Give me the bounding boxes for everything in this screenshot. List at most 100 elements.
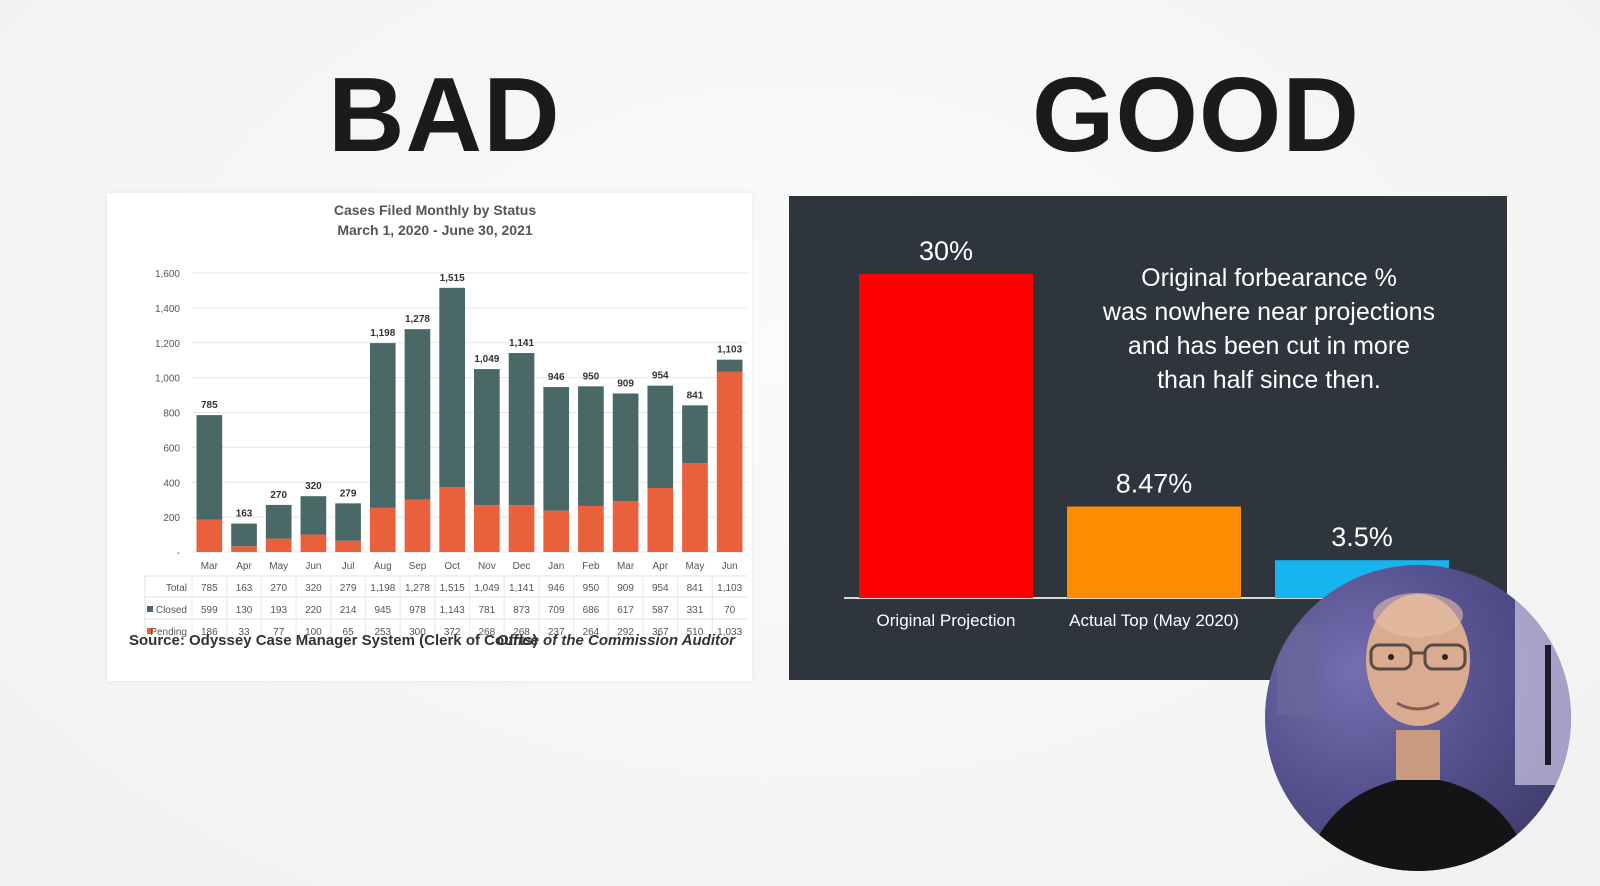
table-cell: 945 [374,605,391,616]
table-cell: 1,103 [717,583,742,594]
bar-total-label: 1,103 [717,345,742,356]
bar-closed [300,496,327,535]
table-cell: 599 [201,605,218,616]
x-tick-label: Sep [409,561,427,572]
table-cell: 1,033 [717,627,742,638]
bar-closed [716,359,743,372]
bar-total-label: 946 [548,372,565,383]
bad-chart-subtitle: March 1, 2020 - June 30, 2021 [337,222,533,238]
bar-pending [474,505,500,552]
table-cell: 1,278 [405,583,430,594]
y-tick-label: - [177,548,180,559]
x-tick-label: Jun [305,561,321,572]
bar-total-label: 954 [652,371,669,382]
table-cell: 587 [652,605,669,616]
table-cell: 268 [513,627,530,638]
y-tick-label: 600 [163,443,180,454]
table-cell: 270 [270,583,287,594]
presenter-webcam [1265,565,1571,871]
bad-chart-title: Cases Filed Monthly by Status [334,202,536,218]
bar-closed [231,523,257,547]
bar-closed [508,353,535,506]
table-cell: 279 [340,583,357,594]
bar-closed [682,405,708,464]
x-tick-label: Nov [478,561,496,572]
table-row-label: Pending [150,627,187,638]
bar-value-label: 8.47% [1116,469,1193,499]
good-chart: 30% Original Projection 8.47% Actual Top (M… [844,236,1489,630]
table-cell: 873 [513,605,530,616]
bar-pending [231,546,257,552]
bar-value-label: 3.5% [1331,522,1393,552]
table-cell: 77 [273,627,285,638]
bar-closed [265,504,292,539]
x-tick-label: Mar [201,561,219,572]
bar-closed [335,503,361,541]
y-tick-label: 1,400 [155,304,180,315]
bad-chart-card: Cases Filed Monthly by Status March 1, 2… [107,193,752,681]
x-tick-label: Oct [444,561,460,572]
bar-closed [647,385,674,489]
table-cell: 1,143 [440,605,465,616]
bar-pending [508,505,535,552]
table-row-label: Closed [156,605,187,616]
annotation-line: than half since then. [1157,366,1381,394]
table-cell: 320 [305,583,322,594]
bar-total-label: 785 [201,400,218,411]
table-cell: 33 [238,627,250,638]
table-cell: 1,141 [509,583,534,594]
y-tick-label: 200 [163,513,180,524]
bar-pending [439,487,465,552]
x-tick-label: Jun [722,561,738,572]
bar-pending [265,538,292,552]
table-cell: 909 [617,583,634,594]
bar [859,274,1033,598]
table-cell: 70 [724,605,736,616]
x-tick-label: May [686,561,705,572]
bar-closed [474,369,500,506]
table-cell: 841 [687,583,704,594]
bar-total-label: 163 [236,509,253,520]
bar-pending [578,505,604,552]
table-cell: 367 [652,627,669,638]
y-tick-label: 1,000 [155,374,180,385]
table-row-label: Total [166,583,187,594]
table-cell: 163 [236,583,253,594]
table-cell: 1,049 [474,583,499,594]
annotation-line: Original forbearance % [1141,264,1397,292]
x-tick-label: Jan [548,561,564,572]
bad-chart: Cases Filed Monthly by Status March 1, 2… [129,202,747,649]
bad-chart-credit: Office of the Commission Auditor [497,632,737,649]
bar-total-label: 950 [583,371,600,382]
good-heading: GOOD [1032,56,1360,174]
bar-total-label: 1,278 [405,314,430,325]
table-cell: 186 [201,627,218,638]
bar [1067,506,1241,598]
bar-closed [196,415,223,520]
table-cell: 253 [374,627,391,638]
bar-total-label: 1,198 [370,328,395,339]
table-cell: 264 [583,627,600,638]
x-tick-label: Aug [374,561,392,572]
bar-value-label: 30% [919,236,973,266]
table-cell: 372 [444,627,461,638]
x-tick-label: Apr [236,561,252,572]
table-cell: 1,198 [370,583,395,594]
x-tick-label: Mar [617,561,635,572]
bad-chart-source: Source: Odyssey Case Manager System (Cle… [129,632,537,649]
x-category-label: Original Projection [877,611,1016,630]
table-cell: 220 [305,605,322,616]
bad-heading: BAD [328,56,561,174]
bar-closed [404,329,431,500]
x-tick-label: Apr [653,561,669,572]
table-cell: 781 [479,605,496,616]
table-cell: 100 [305,627,322,638]
table-cell: 978 [409,605,426,616]
table-cell: 686 [583,605,600,616]
bar-closed [369,343,396,508]
x-tick-label: Dec [513,561,531,572]
table-cell: 709 [548,605,565,616]
presenter-avatar [1265,565,1571,871]
table-cell: 617 [617,605,634,616]
table-cell: 950 [583,583,600,594]
